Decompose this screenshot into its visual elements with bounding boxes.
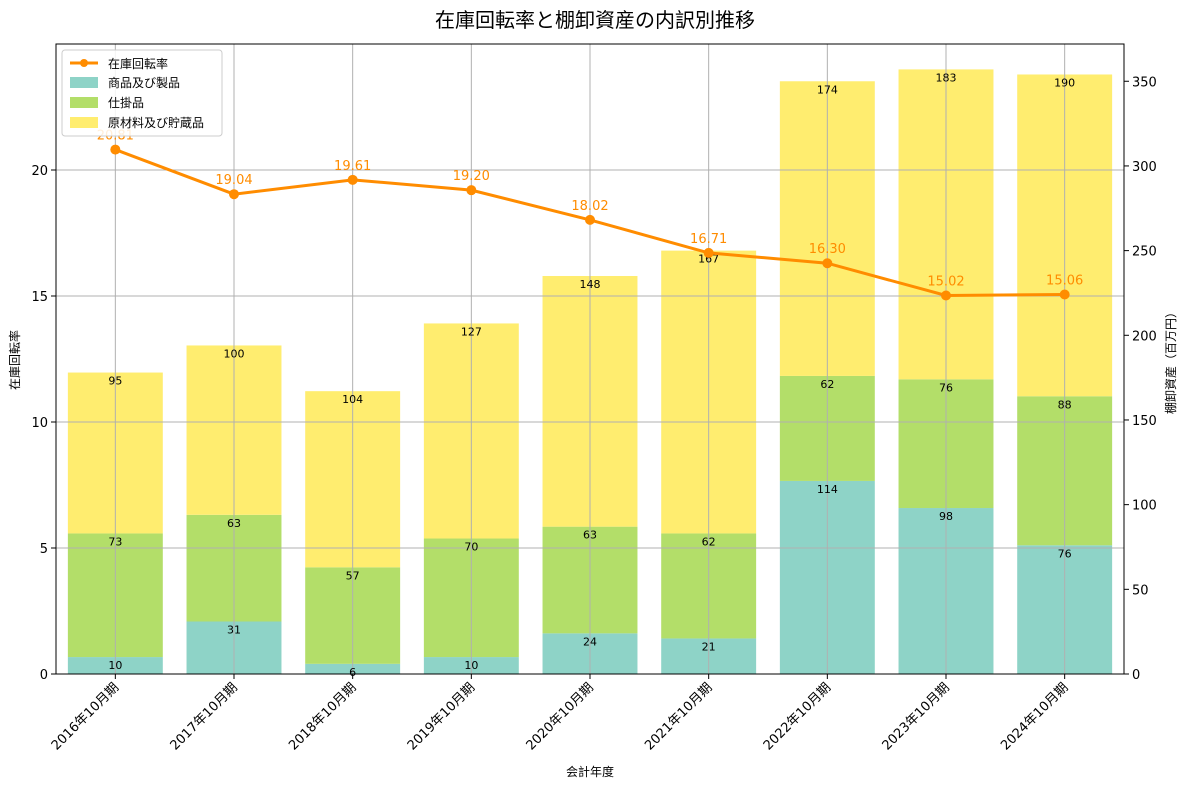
y-right-tick-label: 200	[1132, 329, 1157, 344]
legend-swatch	[70, 97, 98, 108]
legend-label: 原材料及び貯蔵品	[108, 116, 204, 130]
bar-value-label: 167	[698, 253, 719, 266]
x-tick-label: 2016年10月期	[49, 680, 122, 753]
x-tick-label: 2019年10月期	[405, 680, 478, 753]
turnover-point	[229, 189, 239, 200]
grid-layer	[56, 44, 1124, 675]
bar-value-label: 148	[580, 278, 601, 291]
turnover-point	[941, 290, 951, 301]
y-right-tick-label: 50	[1132, 583, 1149, 598]
legend-label: 在庫回転率	[108, 56, 168, 71]
y-right-tick-label: 300	[1132, 160, 1157, 175]
bar-value-label: 10	[108, 659, 122, 672]
bar-value-label: 63	[227, 517, 241, 530]
y-left-tick-label: 0	[40, 668, 48, 683]
y-left-tick-label: 20	[31, 164, 48, 179]
bar-value-label: 24	[583, 635, 597, 648]
x-tick-label: 2021年10月期	[642, 680, 715, 753]
bar-value-label: 190	[1054, 76, 1075, 89]
bar-labels-layer: 10 31 6 10 24 21 114 98 76 73 63 57 70 63 62 62 76 88 95 10…	[108, 71, 1075, 678]
bar-value-label: 63	[583, 529, 597, 542]
turnover-point	[1059, 289, 1070, 300]
bar-value-label: 98	[939, 510, 953, 523]
bar-value-label: 10	[464, 659, 478, 672]
y-left-tick-label: 5	[40, 542, 48, 557]
legend-swatch	[70, 117, 98, 128]
turnover-value-label: 19.61	[334, 159, 371, 174]
bar-value-label: 76	[939, 381, 953, 394]
bar-value-label: 6	[349, 666, 356, 679]
y-right-tick-label: 350	[1132, 75, 1157, 90]
y-right-tick-label: 0	[1132, 668, 1140, 683]
y-right-tick-label: 250	[1132, 245, 1157, 260]
x-tick-label: 2024年10月期	[998, 680, 1071, 753]
bar-value-label: 104	[342, 393, 363, 406]
y-axis-left-label: 在庫回転率	[7, 330, 22, 390]
x-tick-label: 2018年10月期	[286, 680, 359, 753]
turnover-point	[822, 258, 833, 269]
bar-value-label: 183	[936, 71, 957, 84]
turnover-value-label: 15.06	[1046, 273, 1083, 288]
bar-value-label: 114	[817, 483, 838, 496]
bar-value-label: 95	[108, 375, 122, 388]
legend-swatch	[70, 77, 98, 88]
x-tick-label: 2023年10月期	[880, 680, 953, 753]
turnover-point	[466, 185, 477, 196]
bar-value-label: 127	[461, 325, 482, 338]
turnover-point	[703, 247, 714, 258]
line-layer: 20.8119.0419.6119.2018.0216.7116.3015.02…	[97, 129, 1083, 301]
y-right-tick-label: 100	[1132, 499, 1157, 514]
legend-label: 仕掛品	[108, 95, 144, 110]
bar-value-label: 62	[702, 535, 716, 548]
bar-value-label: 62	[820, 378, 834, 391]
legend-line-marker	[80, 59, 88, 67]
turnover-value-label: 15.02	[927, 274, 964, 289]
y-left-tick-label: 10	[31, 416, 48, 431]
bar-value-label: 88	[1058, 398, 1072, 411]
x-tick-label: 2022年10月期	[761, 680, 834, 753]
turnover-point	[585, 214, 595, 225]
bar-value-label: 76	[1058, 547, 1072, 560]
x-tick-label: 2020年10月期	[524, 680, 597, 753]
x-axis-label: 会計年度	[566, 764, 614, 779]
legend-box	[61, 49, 223, 137]
bar-value-label: 174	[817, 83, 838, 96]
bar-value-label: 70	[464, 541, 478, 554]
x-tick-label: 2017年10月期	[168, 680, 241, 753]
turnover-value-label: 18.02	[571, 199, 608, 214]
turnover-point	[110, 144, 121, 155]
turnover-value-label: 19.20	[453, 169, 490, 184]
y-right-tick-label: 150	[1132, 414, 1157, 429]
y-axis-right-label: 棚卸資産（百万円）	[1163, 306, 1178, 414]
turnover-point	[347, 174, 358, 185]
turnover-value-label: 16.30	[809, 242, 846, 257]
turnover-value-label: 16.71	[690, 232, 727, 247]
y-left-tick-label: 15	[31, 290, 48, 305]
bar-value-label: 57	[346, 569, 360, 582]
legend-label: 商品及び製品	[108, 75, 180, 90]
bar-value-label: 31	[227, 624, 241, 637]
bar-value-label: 100	[224, 347, 245, 360]
turnover-value-label: 19.04	[215, 173, 252, 188]
chart-title: 在庫回転率と棚卸資産の内訳別推移	[435, 8, 755, 32]
bar-value-label: 73	[108, 535, 122, 548]
bar-value-label: 21	[702, 640, 716, 653]
